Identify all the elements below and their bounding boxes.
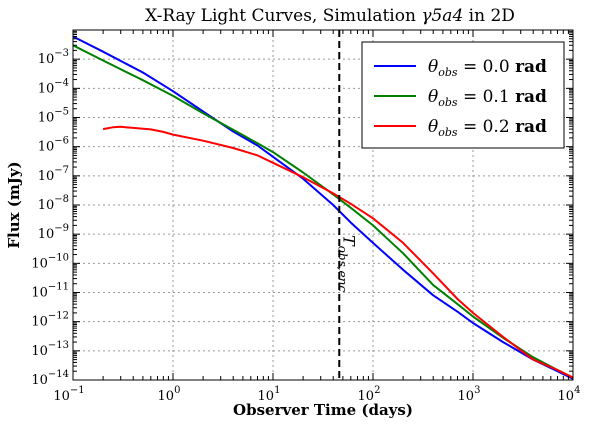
encounter-time-label: Tobs,enc (335, 235, 358, 292)
tick-marks (72, 29, 574, 381)
vline-layer: Tobs,enc (335, 30, 358, 380)
series-layer (72, 35, 574, 380)
x-tick-label: 101 (258, 385, 281, 404)
y-tick-label: 10−3 (38, 48, 69, 67)
x-tick-label: 100 (158, 385, 181, 404)
x-tick-label: 103 (458, 385, 481, 404)
chart-title: X-Ray Light Curves, Simulation γ5a4 in 2… (145, 6, 515, 26)
y-axis-label: Flux (mJy) (5, 161, 23, 248)
y-tick-label: 10−4 (38, 77, 69, 96)
y-tick-label: 10−8 (38, 194, 69, 213)
y-tick-label: 10−12 (31, 311, 69, 330)
legend-label-0: θobs = 0.0 rad (428, 57, 547, 79)
x-tick-label: 102 (358, 385, 381, 404)
series-line-0 (72, 35, 574, 380)
y-tick-label: 10−14 (31, 369, 69, 388)
y-tick-labels: 10−14 10−13 10−12 10−11 10−10 10−9 10−8 10−7 10−… (31, 48, 69, 388)
legend-label-2: θobs = 0.2 rad (428, 117, 547, 139)
y-tick-label: 10−6 (38, 136, 69, 155)
legend: θobs = 0.0 rad θobs = 0.1 rad θobs = 0.2 r… (361, 41, 565, 149)
x-axis-label: Observer Time (days) (233, 401, 413, 419)
chart-title-math: γ5a4 (421, 6, 463, 26)
y-tick-label: 10−10 (31, 252, 69, 271)
y-tick-label: 10−13 (31, 340, 69, 359)
y-tick-label: 10−11 (31, 282, 69, 301)
y-tick-label: 10−9 (38, 223, 69, 242)
x-tick-label: 10−1 (53, 385, 84, 404)
y-tick-label: 10−5 (38, 107, 69, 126)
series-line-1 (72, 44, 574, 379)
x-tick-label: 104 (558, 385, 581, 404)
legend-label-1: θobs = 0.1 rad (428, 87, 547, 109)
x-tick-labels: 10−1 100 101 102 103 104 (53, 385, 580, 404)
y-tick-label: 10−7 (38, 165, 69, 184)
series-line-2 (102, 125, 574, 379)
